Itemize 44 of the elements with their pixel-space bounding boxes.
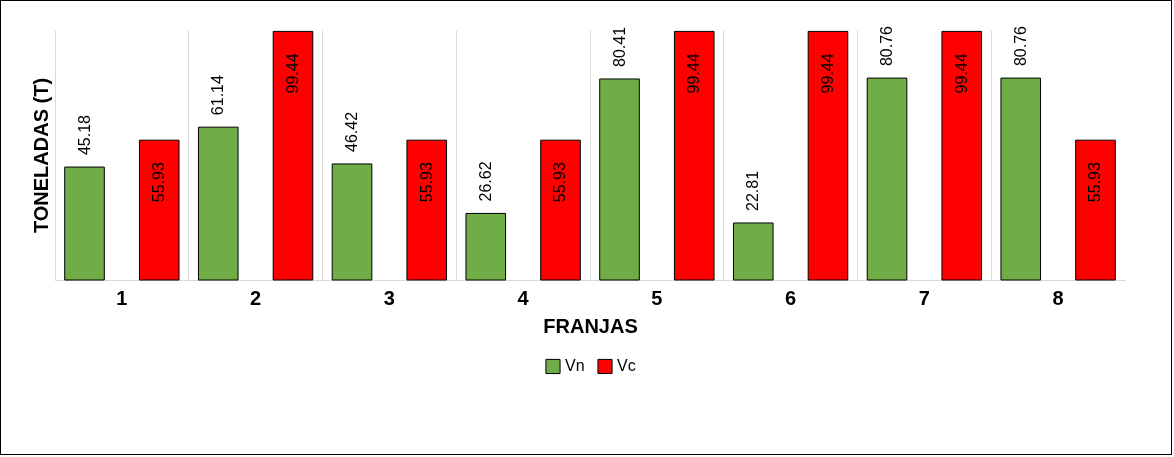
x-tick-label: 2 (250, 286, 262, 309)
bar (807, 30, 849, 281)
data-label: 99.44 (685, 53, 703, 94)
bar (331, 163, 373, 281)
data-label: 22.81 (744, 170, 762, 211)
data-label: 99.44 (283, 53, 301, 94)
data-label: 99.44 (952, 53, 970, 94)
data-label: 99.44 (818, 53, 836, 94)
x-tick-label: 8 (1052, 286, 1064, 309)
bar (732, 222, 774, 281)
bar (941, 30, 983, 281)
data-label: 55.93 (150, 162, 168, 203)
data-label: 80.76 (1011, 25, 1029, 67)
x-tick-label: 6 (785, 286, 797, 309)
legend-label: Vn (565, 357, 585, 375)
data-label: 55.93 (551, 162, 569, 203)
bar (673, 30, 715, 281)
bar (406, 139, 448, 281)
x-axis-title: FRANJAS (543, 314, 638, 337)
x-tick-label: 5 (651, 286, 663, 309)
data-label: 45.18 (75, 114, 93, 156)
x-tick-label: 4 (517, 286, 530, 309)
x-tick-label: 3 (383, 286, 395, 309)
data-label: 55.93 (1086, 162, 1104, 203)
bar (272, 30, 314, 281)
bar (1075, 139, 1116, 281)
data-label: 61.14 (209, 75, 227, 116)
bar (138, 139, 180, 281)
bar (465, 212, 507, 281)
bar (540, 139, 581, 281)
bar (599, 78, 640, 281)
data-label: 26.62 (476, 161, 494, 202)
bar (1000, 77, 1042, 281)
bar (197, 126, 239, 281)
y-axis-title: TONELADAS (T) (29, 77, 52, 234)
bar (64, 166, 105, 281)
x-tick-label: 1 (116, 286, 128, 309)
legend-label: Vc (617, 357, 636, 375)
data-label: 80.41 (610, 26, 628, 67)
bar (866, 77, 908, 281)
data-label: 55.93 (417, 162, 435, 203)
data-label: 80.76 (878, 25, 896, 67)
x-tick-label: 7 (918, 286, 930, 309)
data-label: 46.42 (343, 111, 361, 152)
